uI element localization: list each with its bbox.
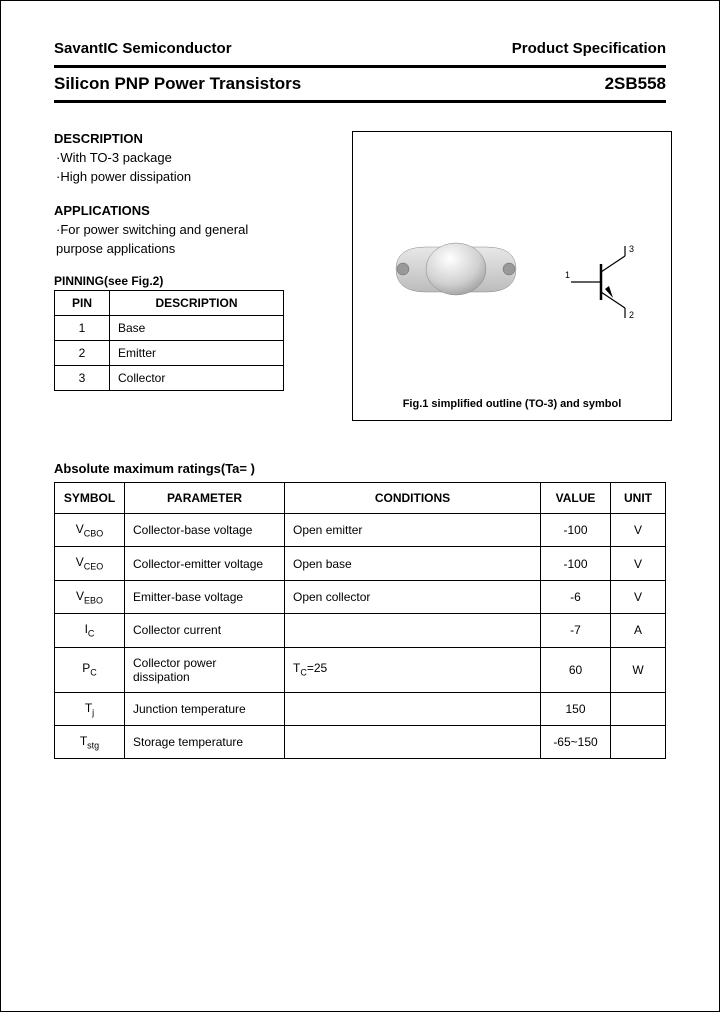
ratings-parameter: Storage temperature bbox=[125, 725, 285, 758]
applications-line-2: purpose applications bbox=[56, 240, 334, 259]
main-columns: DESCRIPTION ·With TO-3 package ·High pow… bbox=[54, 131, 666, 421]
ratings-parameter: Collector-emitter voltage bbox=[125, 547, 285, 580]
ratings-value: -7 bbox=[541, 614, 611, 647]
symbol-pin-1: 1 bbox=[565, 270, 570, 280]
company-name: SavantIC Semiconductor bbox=[54, 40, 232, 57]
ratings-value: -100 bbox=[541, 514, 611, 547]
ratings-row: VCEOCollector-emitter voltageOpen base-1… bbox=[55, 547, 666, 580]
header-row: SavantIC Semiconductor Product Specifica… bbox=[54, 40, 666, 57]
ratings-table: SYMBOL PARAMETER CONDITIONS VALUE UNIT V… bbox=[54, 482, 666, 759]
ratings-value: -65~150 bbox=[541, 725, 611, 758]
ratings-unit: V bbox=[611, 547, 666, 580]
applications-body: ·For power switching and general purpose… bbox=[54, 221, 334, 259]
left-column: DESCRIPTION ·With TO-3 package ·High pow… bbox=[54, 131, 334, 421]
pinning-header-row: PIN DESCRIPTION bbox=[55, 291, 284, 316]
pinning-col-pin: PIN bbox=[55, 291, 110, 316]
ratings-col-unit: UNIT bbox=[611, 483, 666, 514]
pinning-row: 2 Emitter bbox=[55, 341, 284, 366]
pin-desc: Emitter bbox=[110, 341, 284, 366]
applications-line-1: ·For power switching and general bbox=[56, 221, 334, 240]
ratings-symbol: Tstg bbox=[55, 725, 125, 758]
pin-number: 3 bbox=[55, 366, 110, 391]
ratings-row: ICCollector current -7A bbox=[55, 614, 666, 647]
ratings-col-conditions: CONDITIONS bbox=[285, 483, 541, 514]
ratings-unit: V bbox=[611, 580, 666, 613]
ratings-conditions bbox=[285, 725, 541, 758]
ratings-conditions: Open base bbox=[285, 547, 541, 580]
ratings-symbol: VCBO bbox=[55, 514, 125, 547]
right-column: 1 2 3 Fig.1 simplified outline (TO-3) an… bbox=[352, 131, 672, 421]
ratings-parameter: Collector-base voltage bbox=[125, 514, 285, 547]
pin-number: 1 bbox=[55, 316, 110, 341]
ratings-symbol: VCEO bbox=[55, 547, 125, 580]
ratings-row: PCCollector power dissipationTC=2560W bbox=[55, 647, 666, 692]
ratings-conditions: TC=25 bbox=[285, 647, 541, 692]
ratings-conditions bbox=[285, 692, 541, 725]
pin-desc: Collector bbox=[110, 366, 284, 391]
ratings-value: 60 bbox=[541, 647, 611, 692]
ratings-parameter: Collector power dissipation bbox=[125, 647, 285, 692]
part-number: 2SB558 bbox=[605, 74, 666, 94]
to3-package-icon bbox=[381, 232, 531, 307]
ratings-conditions: Open emitter bbox=[285, 514, 541, 547]
ratings-value: 150 bbox=[541, 692, 611, 725]
ratings-heading: Absolute maximum ratings(Ta= ) bbox=[54, 461, 666, 476]
description-line-2: ·High power dissipation bbox=[56, 168, 334, 187]
description-heading: DESCRIPTION bbox=[54, 131, 334, 146]
description-line-1: ·With TO-3 package bbox=[56, 149, 334, 168]
ratings-value: -6 bbox=[541, 580, 611, 613]
pinning-col-desc: DESCRIPTION bbox=[110, 291, 284, 316]
description-body: ·With TO-3 package ·High power dissipati… bbox=[54, 149, 334, 187]
figure-box: 1 2 3 Fig.1 simplified outline (TO-3) an… bbox=[352, 131, 672, 421]
pin-number: 2 bbox=[55, 341, 110, 366]
symbol-pin-2: 2 bbox=[629, 310, 634, 320]
ratings-value: -100 bbox=[541, 547, 611, 580]
ratings-symbol: IC bbox=[55, 614, 125, 647]
ratings-unit bbox=[611, 692, 666, 725]
ratings-row: TstgStorage temperature -65~150 bbox=[55, 725, 666, 758]
ratings-symbol: Tj bbox=[55, 692, 125, 725]
ratings-col-parameter: PARAMETER bbox=[125, 483, 285, 514]
ratings-parameter: Junction temperature bbox=[125, 692, 285, 725]
ratings-col-symbol: SYMBOL bbox=[55, 483, 125, 514]
figure-caption: Fig.1 simplified outline (TO-3) and symb… bbox=[353, 398, 671, 410]
ratings-parameter: Collector current bbox=[125, 614, 285, 647]
pinning-table: PIN DESCRIPTION 1 Base 2 Emitter 3 Colle… bbox=[54, 290, 284, 391]
ratings-conditions bbox=[285, 614, 541, 647]
pinning-row: 1 Base bbox=[55, 316, 284, 341]
ratings-parameter: Emitter-base voltage bbox=[125, 580, 285, 613]
ratings-conditions: Open collector bbox=[285, 580, 541, 613]
ratings-symbol: PC bbox=[55, 647, 125, 692]
applications-heading: APPLICATIONS bbox=[54, 203, 334, 218]
ratings-unit: W bbox=[611, 647, 666, 692]
ratings-row: VEBOEmitter-base voltageOpen collector-6… bbox=[55, 580, 666, 613]
symbol-pin-3: 3 bbox=[629, 244, 634, 254]
ratings-symbol: VEBO bbox=[55, 580, 125, 613]
doc-type: Product Specification bbox=[512, 40, 666, 57]
ratings-row: TjJunction temperature 150 bbox=[55, 692, 666, 725]
transistor-symbol-icon: 1 2 3 bbox=[563, 242, 653, 322]
ratings-unit: V bbox=[611, 514, 666, 547]
pin-desc: Base bbox=[110, 316, 284, 341]
ratings-header-row: SYMBOL PARAMETER CONDITIONS VALUE UNIT bbox=[55, 483, 666, 514]
product-family: Silicon PNP Power Transistors bbox=[54, 74, 301, 94]
ratings-unit bbox=[611, 725, 666, 758]
title-bar: Silicon PNP Power Transistors 2SB558 bbox=[54, 65, 666, 103]
ratings-unit: A bbox=[611, 614, 666, 647]
ratings-col-value: VALUE bbox=[541, 483, 611, 514]
ratings-row: VCBOCollector-base voltageOpen emitter-1… bbox=[55, 514, 666, 547]
pinning-heading: PINNING(see Fig.2) bbox=[54, 274, 334, 288]
pinning-row: 3 Collector bbox=[55, 366, 284, 391]
